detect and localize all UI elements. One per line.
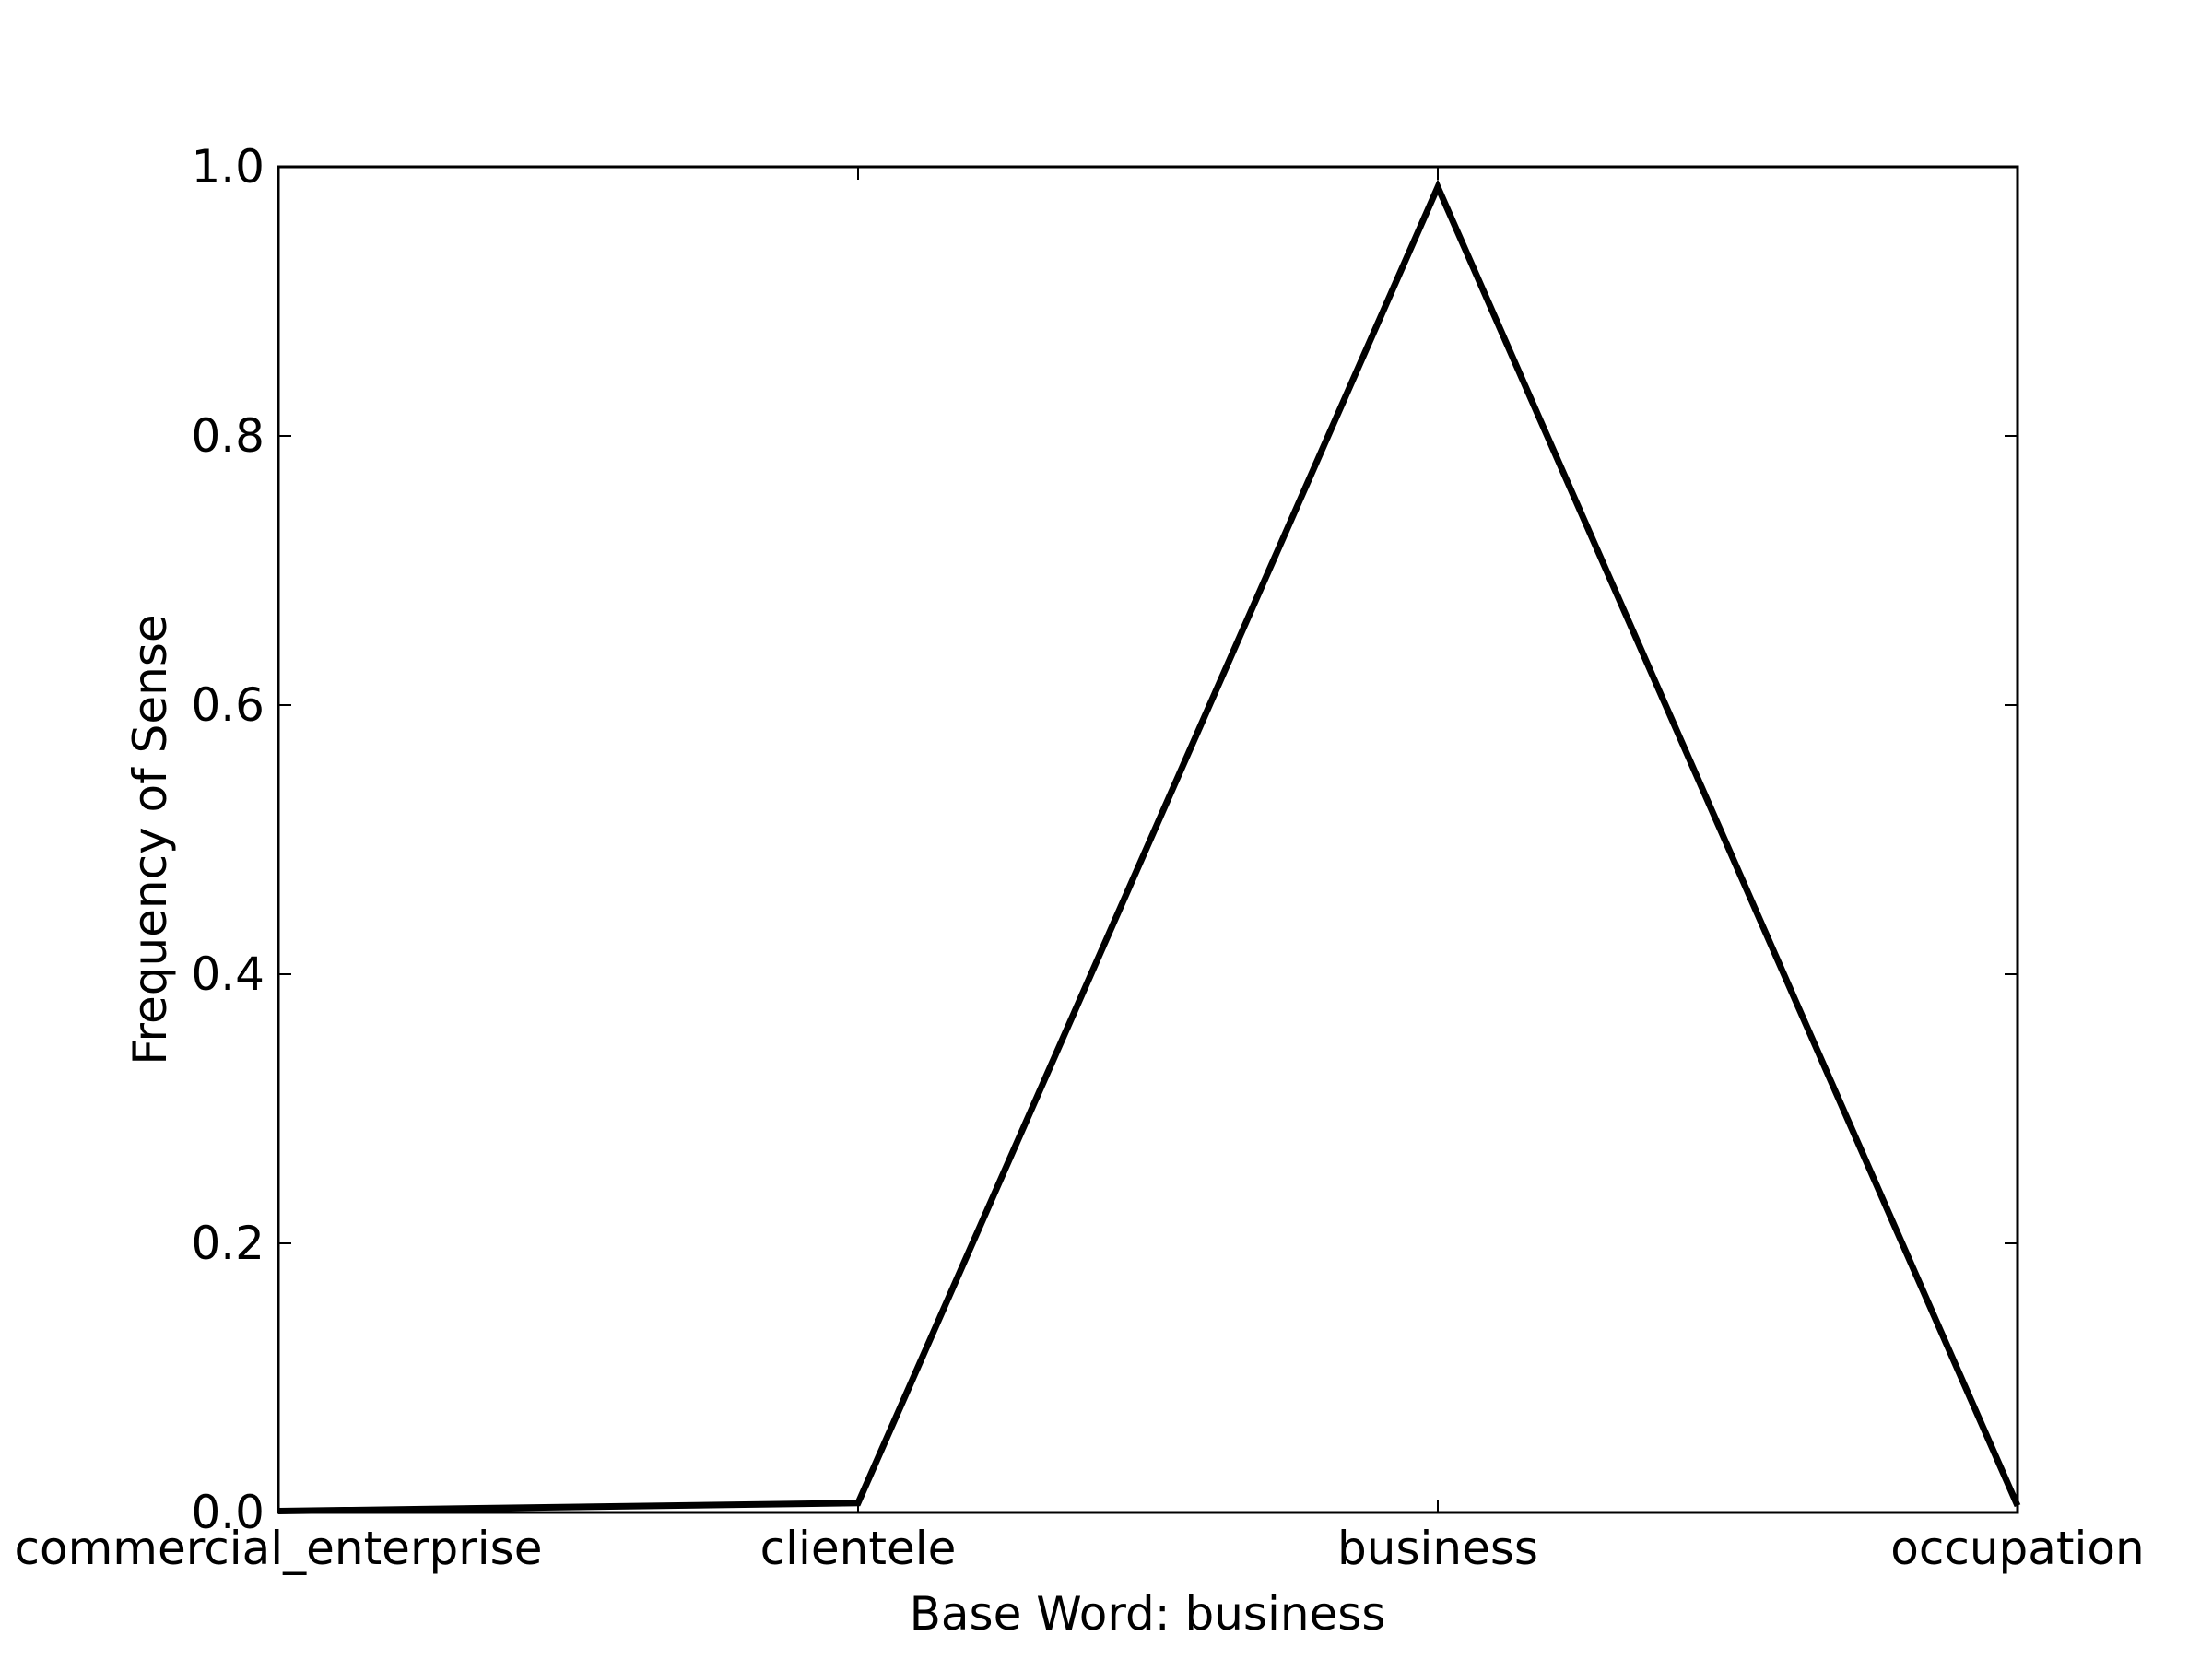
plot-frame xyxy=(276,165,2019,1514)
axis-ticks xyxy=(277,166,2018,1513)
y-tick-label: 0.4 xyxy=(191,947,265,1001)
y-tick-label: 1.0 xyxy=(191,140,265,194)
x-tick-label: business xyxy=(1337,1522,1538,1575)
y-tick-label: 0.6 xyxy=(191,678,265,732)
series-line-0 xyxy=(277,179,2021,1515)
series-layer xyxy=(277,179,2021,1515)
x-tick-label: commercial_enterprise xyxy=(15,1522,543,1575)
y-tick-labels: 0.0 0.2 0.4 0.6 0.8 1.0 xyxy=(191,140,265,1539)
y-tick-label: 0.2 xyxy=(191,1217,265,1270)
y-axis-label: Frequency of Sense xyxy=(124,614,177,1065)
y-tick-label: 0.0 xyxy=(191,1486,265,1539)
x-axis-label: Base Word: business xyxy=(910,1587,1386,1641)
y-tick-label: 0.8 xyxy=(191,409,265,463)
x-tick-labels: commercial_enterprise clientele business oc… xyxy=(15,1522,2145,1575)
x-tick-label: occupation xyxy=(1890,1522,2144,1575)
x-tick-label: clientele xyxy=(760,1522,957,1575)
